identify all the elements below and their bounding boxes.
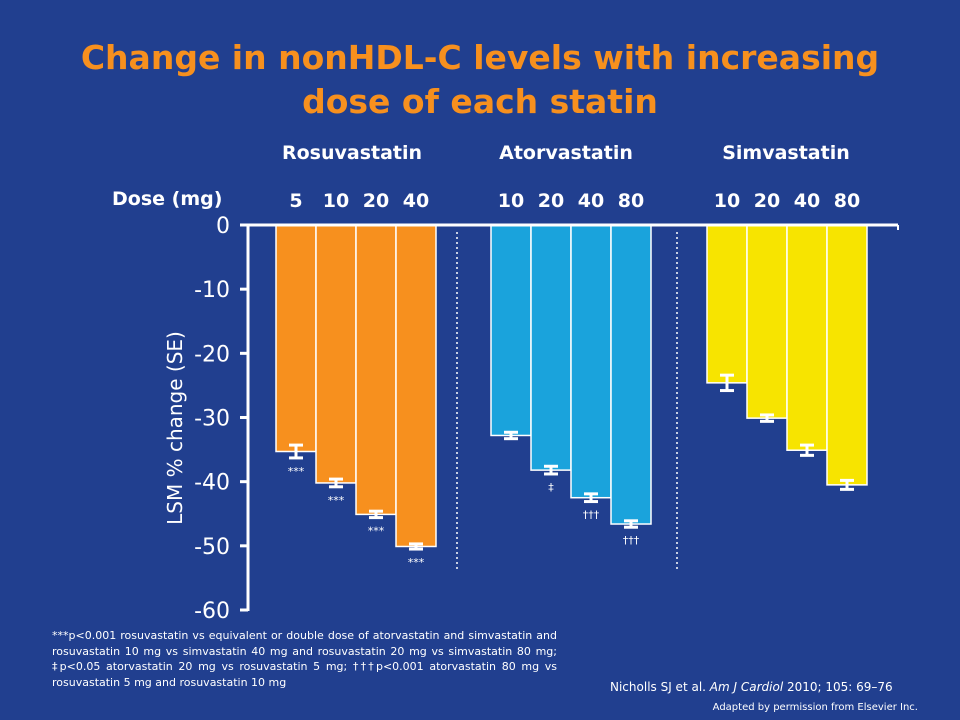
dose-tick-label: 5	[289, 190, 302, 212]
significance-marker: ***	[408, 556, 425, 569]
slide-title: Change in nonHDL-C levels with increasin…	[0, 36, 960, 124]
y-tick-label: -30	[194, 407, 230, 432]
bar-atorvastatin-20	[530, 224, 572, 471]
title-line-1: Change in nonHDL-C levels with increasin…	[80, 38, 880, 77]
bar-rosuvastatin-5	[275, 224, 317, 453]
bar-rosuvastatin-20	[355, 224, 397, 516]
group-label-simvastatin: Simvastatin	[722, 142, 850, 164]
dose-tick-label: 40	[403, 190, 429, 212]
significance-marker: ***	[368, 525, 385, 538]
group-label-rosuvastatin: Rosuvastatin	[281, 142, 423, 164]
significance-marker: †††	[623, 534, 640, 547]
bar-simvastatin-20	[746, 224, 788, 419]
y-tick-label: -40	[194, 471, 230, 496]
title-line-2: dose of each statin	[302, 82, 658, 121]
group-label-atorvastatin: Atorvastatin	[499, 142, 633, 164]
dose-tick-label: 20	[538, 190, 564, 212]
bar-rosuvastatin-40	[395, 224, 437, 548]
dose-tick-label: 20	[754, 190, 780, 212]
dose-tick-label: 80	[834, 190, 860, 212]
dose-tick-label: 80	[618, 190, 644, 212]
dose-tick-label: 10	[498, 190, 524, 212]
bar-atorvastatin-10	[490, 224, 532, 437]
significance-marker: ***	[328, 494, 345, 507]
dose-tick-label: 10	[714, 190, 740, 212]
bar-simvastatin-10	[706, 224, 748, 384]
citation-details: 2010; 105: 69–76	[786, 680, 893, 694]
bar-simvastatin-80	[826, 224, 868, 486]
bar-rosuvastatin-10	[315, 224, 357, 484]
y-tick-label: -10	[194, 278, 230, 303]
y-tick-label: -50	[194, 535, 230, 560]
dose-tick-label: 20	[363, 190, 389, 212]
y-tick-label: 0	[216, 214, 230, 239]
bar-simvastatin-40	[786, 224, 828, 451]
citation-authors: Nicholls SJ et al.	[610, 680, 706, 694]
bar-atorvastatin-80	[610, 224, 652, 525]
significance-marker: †††	[583, 509, 600, 522]
permission-note: Adapted by permission from Elsevier Inc.	[712, 702, 918, 713]
citation-journal: Am J Cardiol	[709, 680, 784, 694]
y-tick-label: -20	[194, 342, 230, 367]
significance-marker: ‡	[548, 481, 554, 494]
footnote: ***p<0.001 rosuvastatin vs equivalent or…	[52, 629, 557, 689]
citation: Nicholls SJ et al. Am J Cardiol 2010; 10…	[610, 680, 893, 694]
significance-marker: ***	[288, 465, 305, 478]
dose-tick-label: 40	[794, 190, 820, 212]
dose-axis-label: Dose (mg)	[112, 188, 223, 210]
bar-atorvastatin-40	[570, 224, 612, 499]
dose-tick-label: 40	[578, 190, 604, 212]
dose-tick-label: 10	[323, 190, 349, 212]
y-tick-label: -60	[194, 599, 230, 624]
